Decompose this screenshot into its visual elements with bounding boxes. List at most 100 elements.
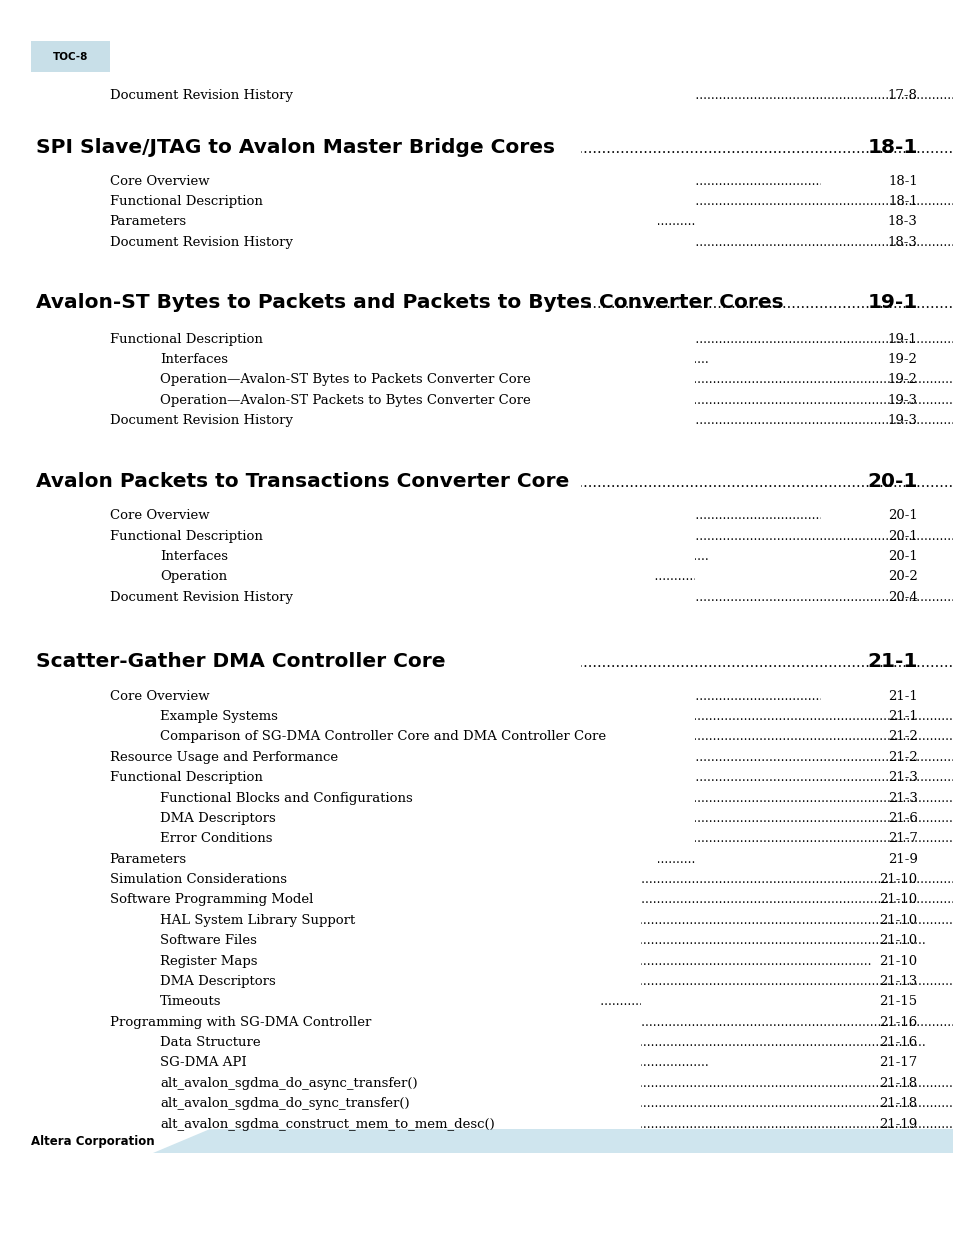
Text: SPI Slave/JTAG to Avalon Master Bridge Cores: SPI Slave/JTAG to Avalon Master Bridge C… bbox=[36, 138, 555, 157]
Text: HAL System Library Support: HAL System Library Support bbox=[160, 914, 355, 926]
Text: 21-18: 21-18 bbox=[879, 1077, 917, 1089]
Text: ................................................................................: ........................................… bbox=[0, 332, 953, 346]
Text: ................................................................................: ........................................… bbox=[0, 656, 953, 669]
Text: 18-1: 18-1 bbox=[866, 138, 917, 157]
Text: 21-10: 21-10 bbox=[879, 955, 917, 967]
Text: 17-8: 17-8 bbox=[887, 89, 917, 103]
Text: Timeouts: Timeouts bbox=[160, 995, 221, 1008]
Text: Functional Description: Functional Description bbox=[110, 195, 262, 207]
Text: 20-1: 20-1 bbox=[887, 550, 917, 563]
Text: Avalon-ST Bytes to Packets and Packets to Bytes Converter Cores: Avalon-ST Bytes to Packets and Packets t… bbox=[36, 293, 783, 311]
Text: ................................................................................: ........................................… bbox=[0, 296, 953, 310]
Text: Register Maps: Register Maps bbox=[160, 955, 257, 967]
Text: 21-16: 21-16 bbox=[879, 1015, 917, 1029]
Text: Simulation Considerations: Simulation Considerations bbox=[110, 873, 287, 885]
Text: Functional Blocks and Configurations: Functional Blocks and Configurations bbox=[160, 792, 413, 804]
Text: 21-16: 21-16 bbox=[879, 1036, 917, 1049]
Text: ................................................................................: ........................................… bbox=[0, 394, 953, 406]
Text: 19-3: 19-3 bbox=[887, 414, 917, 427]
Text: 21-17: 21-17 bbox=[879, 1056, 917, 1070]
Text: ................................................................................: ........................................… bbox=[0, 1118, 953, 1130]
Text: 18-1: 18-1 bbox=[887, 174, 917, 188]
Text: 21-19: 21-19 bbox=[879, 1118, 917, 1130]
Text: ................................................................................: ........................................… bbox=[0, 893, 953, 906]
Text: 21-3: 21-3 bbox=[887, 792, 917, 804]
Text: Operation—Avalon-ST Bytes to Packets Converter Core: Operation—Avalon-ST Bytes to Packets Con… bbox=[160, 373, 531, 387]
Text: ................................................................................: ........................................… bbox=[0, 873, 953, 885]
Text: ................................................................................: ........................................… bbox=[0, 1097, 953, 1110]
Text: ................................................................................: ........................................… bbox=[0, 751, 953, 763]
Text: ................................................................................: ........................................… bbox=[0, 215, 953, 228]
Text: 21-3: 21-3 bbox=[887, 771, 917, 784]
Text: ................................................................................: ........................................… bbox=[0, 811, 953, 825]
Text: Interfaces: Interfaces bbox=[160, 550, 228, 563]
Text: Operation: Operation bbox=[160, 571, 227, 583]
Text: alt_avalon_sgdma_do_sync_transfer(): alt_avalon_sgdma_do_sync_transfer() bbox=[160, 1097, 410, 1110]
Text: 19-1: 19-1 bbox=[866, 293, 917, 311]
Text: TOC-8: TOC-8 bbox=[52, 52, 89, 62]
Text: alt_avalon_sgdma_construct_mem_to_mem_desc(): alt_avalon_sgdma_construct_mem_to_mem_de… bbox=[160, 1118, 495, 1130]
Text: 20-1: 20-1 bbox=[866, 472, 917, 490]
Text: Document Revision History: Document Revision History bbox=[110, 590, 293, 604]
Text: SG-DMA API: SG-DMA API bbox=[160, 1056, 247, 1070]
Text: ................................................................................: ........................................… bbox=[0, 550, 953, 563]
Text: 21-1: 21-1 bbox=[887, 710, 917, 722]
Text: 20-2: 20-2 bbox=[887, 571, 917, 583]
Text: Operation—Avalon-ST Packets to Bytes Converter Core: Operation—Avalon-ST Packets to Bytes Con… bbox=[160, 394, 531, 406]
Text: Programming with SG-DMA Controller: Programming with SG-DMA Controller bbox=[110, 1015, 371, 1029]
Text: ................................................................................: ........................................… bbox=[0, 1077, 953, 1089]
Text: ................................................................................: ........................................… bbox=[0, 1036, 953, 1049]
Text: 21-6: 21-6 bbox=[887, 811, 917, 825]
Text: ................................................................................: ........................................… bbox=[0, 852, 953, 866]
Text: Core Overview: Core Overview bbox=[110, 509, 209, 522]
Text: 19-3: 19-3 bbox=[887, 394, 917, 406]
Text: ................................................................................: ........................................… bbox=[0, 689, 953, 703]
Text: 21-2: 21-2 bbox=[887, 730, 917, 743]
Text: ................................................................................: ........................................… bbox=[0, 771, 953, 784]
Text: Resource Usage and Performance: Resource Usage and Performance bbox=[110, 751, 337, 763]
Text: ................................................................................: ........................................… bbox=[0, 353, 953, 366]
Text: 21-1: 21-1 bbox=[887, 689, 917, 703]
Text: ................................................................................: ........................................… bbox=[0, 792, 953, 804]
Text: ................................................................................: ........................................… bbox=[0, 373, 953, 387]
Text: 21-10: 21-10 bbox=[879, 934, 917, 947]
Text: Comparison of SG-DMA Controller Core and DMA Controller Core: Comparison of SG-DMA Controller Core and… bbox=[160, 730, 606, 743]
Text: 20-4: 20-4 bbox=[887, 590, 917, 604]
Text: 21-1: 21-1 bbox=[866, 652, 917, 671]
Text: 21-18: 21-18 bbox=[879, 1097, 917, 1110]
Text: 21-15: 21-15 bbox=[879, 995, 917, 1008]
Text: Altera Corporation: Altera Corporation bbox=[31, 1135, 155, 1147]
Text: 18-1: 18-1 bbox=[887, 195, 917, 207]
FancyBboxPatch shape bbox=[31, 41, 110, 72]
Text: alt_avalon_sgdma_do_async_transfer(): alt_avalon_sgdma_do_async_transfer() bbox=[160, 1077, 417, 1089]
Text: ................................................................................: ........................................… bbox=[0, 1015, 953, 1029]
Text: Document Revision History: Document Revision History bbox=[110, 414, 293, 427]
Text: ................................................................................: ........................................… bbox=[0, 142, 953, 156]
Text: ................................................................................: ........................................… bbox=[0, 710, 953, 722]
Text: 19-2: 19-2 bbox=[887, 373, 917, 387]
Text: Software Files: Software Files bbox=[160, 934, 257, 947]
Text: Document Revision History: Document Revision History bbox=[110, 89, 293, 103]
Text: Parameters: Parameters bbox=[110, 215, 187, 228]
Text: 21-10: 21-10 bbox=[879, 873, 917, 885]
Text: 20-1: 20-1 bbox=[887, 530, 917, 542]
Text: ................................................................................: ........................................… bbox=[0, 509, 953, 522]
Text: ................................................................................: ........................................… bbox=[0, 89, 953, 103]
Text: ................................................................................: ........................................… bbox=[0, 195, 953, 207]
Text: 18-3: 18-3 bbox=[887, 215, 917, 228]
Text: 19-2: 19-2 bbox=[887, 353, 917, 366]
Text: Functional Description: Functional Description bbox=[110, 771, 262, 784]
Text: Software Programming Model: Software Programming Model bbox=[110, 893, 313, 906]
Text: DMA Descriptors: DMA Descriptors bbox=[160, 974, 275, 988]
Text: Document Revision History: Document Revision History bbox=[110, 236, 293, 248]
Text: Scatter-Gather DMA Controller Core: Scatter-Gather DMA Controller Core bbox=[36, 652, 445, 671]
Text: ................................................................................: ........................................… bbox=[0, 955, 953, 967]
Text: ................................................................................: ........................................… bbox=[0, 730, 953, 743]
Text: ................................................................................: ........................................… bbox=[0, 995, 953, 1008]
Text: ................................................................................: ........................................… bbox=[0, 1056, 953, 1070]
Text: Functional Description: Functional Description bbox=[110, 530, 262, 542]
Text: ................................................................................: ........................................… bbox=[0, 414, 953, 427]
Text: 21-10: 21-10 bbox=[879, 914, 917, 926]
Text: 19-1: 19-1 bbox=[887, 332, 917, 346]
Text: Functional Description: Functional Description bbox=[110, 332, 262, 346]
